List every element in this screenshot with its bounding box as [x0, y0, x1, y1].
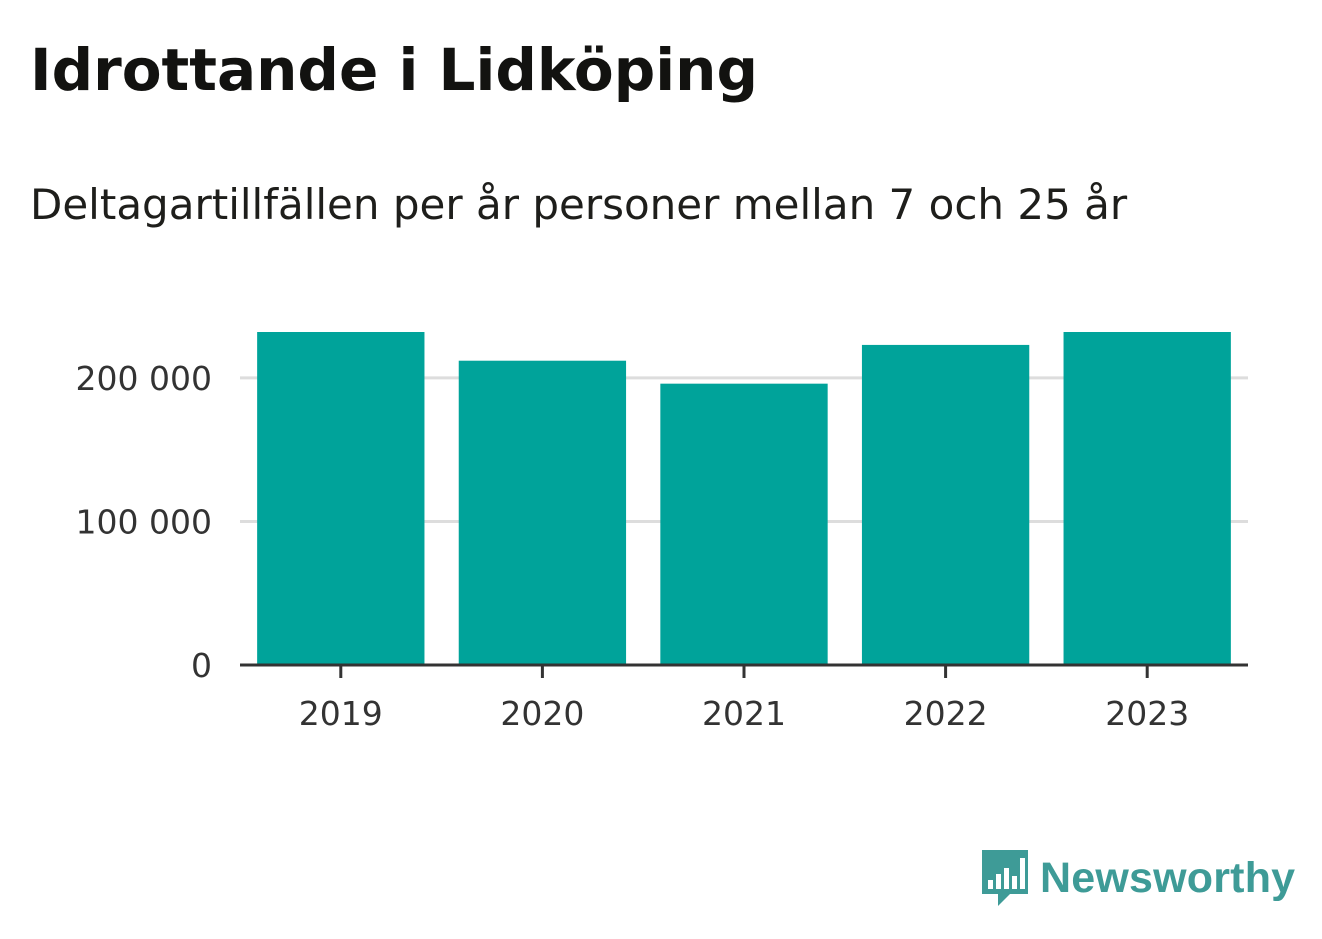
bar-2019	[257, 332, 425, 665]
y-tick-label: 100 000	[76, 502, 212, 541]
axes: 0 100 000 200 000 2019 2020 2021 2022 2023	[76, 359, 1248, 733]
x-tick-label: 2020	[500, 694, 584, 733]
brand-name: Newsworthy	[1040, 853, 1296, 902]
newsworthy-logo-icon	[982, 850, 1028, 906]
chart-title: Idrottande i Lidköping	[30, 36, 758, 104]
x-tick-label: 2021	[702, 694, 786, 733]
x-tick-label: 2022	[904, 694, 988, 733]
bar-2020	[458, 360, 627, 665]
bar-2023	[1063, 332, 1231, 665]
bars	[257, 332, 1231, 665]
y-tick-label: 0	[191, 646, 212, 685]
x-tick-label: 2019	[299, 694, 383, 733]
y-tick-label: 200 000	[76, 359, 212, 398]
bar-2021	[660, 383, 828, 665]
bar-2022	[861, 344, 1030, 665]
x-tick-label: 2023	[1105, 694, 1189, 733]
brand-logo: Newsworthy	[980, 846, 1295, 910]
chart-subtitle: Deltagartillfällen per år personer mella…	[30, 180, 1128, 229]
